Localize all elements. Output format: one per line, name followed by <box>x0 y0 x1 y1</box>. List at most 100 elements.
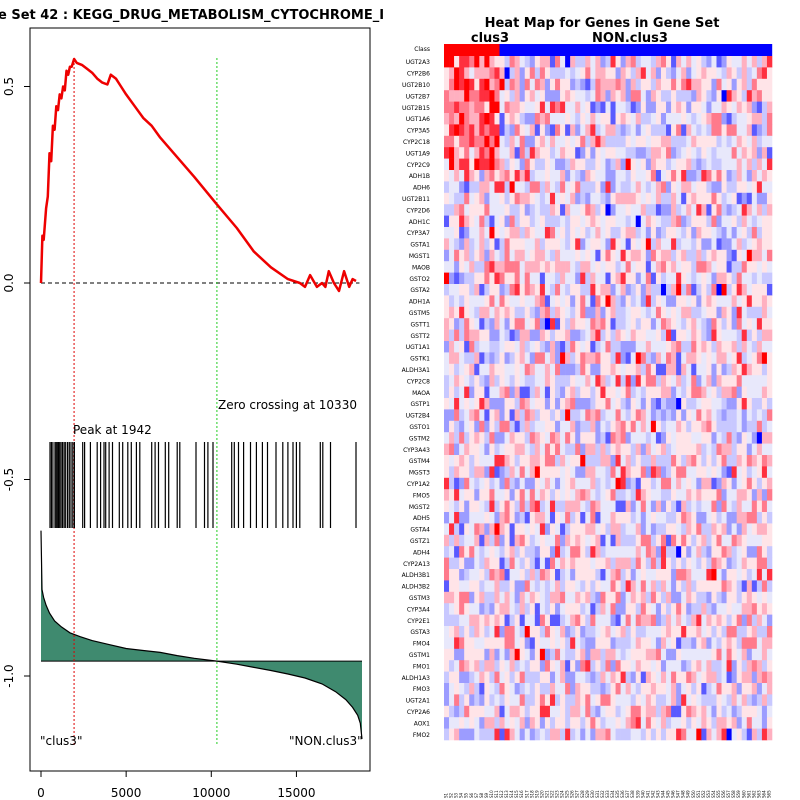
heatmap-cell <box>691 466 697 479</box>
heatmap-cell <box>560 352 566 365</box>
heatmap-cell <box>711 432 717 444</box>
heatmap-cell <box>610 671 616 684</box>
heatmap-cell <box>524 626 531 638</box>
heatmap-cell <box>484 648 490 661</box>
heatmap-cell <box>635 466 642 479</box>
heatmap-cell <box>590 569 596 581</box>
heatmap-cell <box>489 398 495 410</box>
heatmap-cell <box>731 648 737 661</box>
heatmap-cell <box>459 591 465 604</box>
heatmap-cell <box>570 717 576 729</box>
heatmap-cell <box>459 284 465 296</box>
heatmap-cell <box>484 500 490 513</box>
heatmap-cell <box>499 626 505 638</box>
heatmap-cell <box>741 557 748 570</box>
heatmap-cell <box>610 192 616 205</box>
heatmap-cell <box>766 591 773 604</box>
heatmap-cell <box>514 90 520 102</box>
heatmap-cell <box>580 717 586 729</box>
heatmap-cell <box>565 512 571 524</box>
heatmap-cell <box>666 295 672 308</box>
heatmap-cell <box>701 318 707 330</box>
heatmap-cell <box>474 546 480 558</box>
heatmap-cell <box>686 534 692 547</box>
heatmap-cell <box>474 204 480 216</box>
heatmap-cell <box>565 489 571 501</box>
heatmap-cell <box>484 569 490 581</box>
heatmap-cell <box>524 170 531 182</box>
heatmap-cell <box>736 192 743 205</box>
heatmap-cell <box>766 671 773 684</box>
heatmap-cell <box>514 477 520 490</box>
heatmap-cell <box>630 694 637 707</box>
heatmap-cell <box>560 158 566 171</box>
heatmap-cell <box>731 580 737 593</box>
sample-label: S45 <box>666 790 671 798</box>
heatmap-cell <box>565 626 571 638</box>
x-tick-label: 15000 <box>277 786 315 800</box>
heatmap-cell <box>686 512 692 524</box>
heatmap-cell <box>721 363 727 376</box>
heatmap-cell <box>565 375 571 387</box>
heatmap-cell <box>726 603 732 615</box>
heatmap-cell <box>469 341 475 353</box>
heatmap-cell <box>635 432 642 444</box>
heatmap-cell <box>479 170 485 182</box>
heatmap-cell <box>600 648 606 661</box>
heatmap-cell <box>580 386 586 399</box>
heatmap-cell <box>580 78 586 91</box>
heatmap-cell <box>544 705 551 718</box>
heatmap-cell <box>585 101 591 114</box>
heatmap-cell <box>489 705 495 718</box>
heatmap-cell <box>726 181 732 194</box>
heatmap-cell <box>489 181 495 194</box>
heatmap-cell <box>625 101 632 114</box>
heatmap-cell <box>615 683 621 695</box>
heatmap-cell <box>620 90 626 102</box>
heatmap-cell <box>655 329 662 342</box>
heatmap-cell <box>565 717 571 729</box>
heatmap-cell <box>504 284 510 296</box>
heatmap-cell <box>686 227 692 239</box>
heatmap-cell <box>509 78 515 91</box>
heatmap-cell <box>741 261 748 273</box>
heatmap-cell <box>691 261 697 273</box>
heatmap-cell <box>539 660 546 672</box>
heatmap-cell <box>524 181 531 194</box>
heatmap-cell <box>590 455 596 467</box>
heatmap-cell <box>454 557 460 570</box>
heatmap-cell <box>494 363 500 376</box>
heatmap-cell <box>509 409 515 422</box>
heatmap-cell <box>610 204 616 216</box>
heatmap-cell <box>590 329 596 342</box>
heatmap-cell <box>605 261 611 273</box>
heatmap-cell <box>676 181 682 194</box>
heatmap-cell <box>696 352 702 365</box>
heatmap-cell <box>489 420 495 433</box>
gene-label: CYP3A4 <box>407 606 430 613</box>
heatmap-cell <box>756 398 763 410</box>
heatmap-cell <box>509 443 515 456</box>
heatmap-cell <box>731 329 737 342</box>
heatmap-cell <box>570 124 576 137</box>
heatmap-cell <box>615 147 621 159</box>
heatmap-cell <box>539 124 546 137</box>
heatmap-cell <box>600 683 606 695</box>
heatmap-cell <box>514 318 520 330</box>
heatmap-cell <box>650 557 657 570</box>
heatmap-cell <box>620 215 626 228</box>
heatmap-cell <box>726 580 732 593</box>
heatmap-cell <box>691 295 697 308</box>
heatmap-cell <box>666 717 672 729</box>
heatmap-cell <box>756 717 763 729</box>
heatmap-cell <box>605 204 611 216</box>
heatmap-cell <box>590 249 596 262</box>
heatmap-cell <box>454 705 460 718</box>
heatmap-cell <box>544 534 551 547</box>
heatmap-cell <box>464 489 470 501</box>
heatmap-cell <box>479 466 485 479</box>
heatmap-cell <box>539 386 546 399</box>
heatmap-cell <box>640 158 647 171</box>
heatmap-cell <box>605 318 611 330</box>
heatmap-cell <box>766 569 773 581</box>
